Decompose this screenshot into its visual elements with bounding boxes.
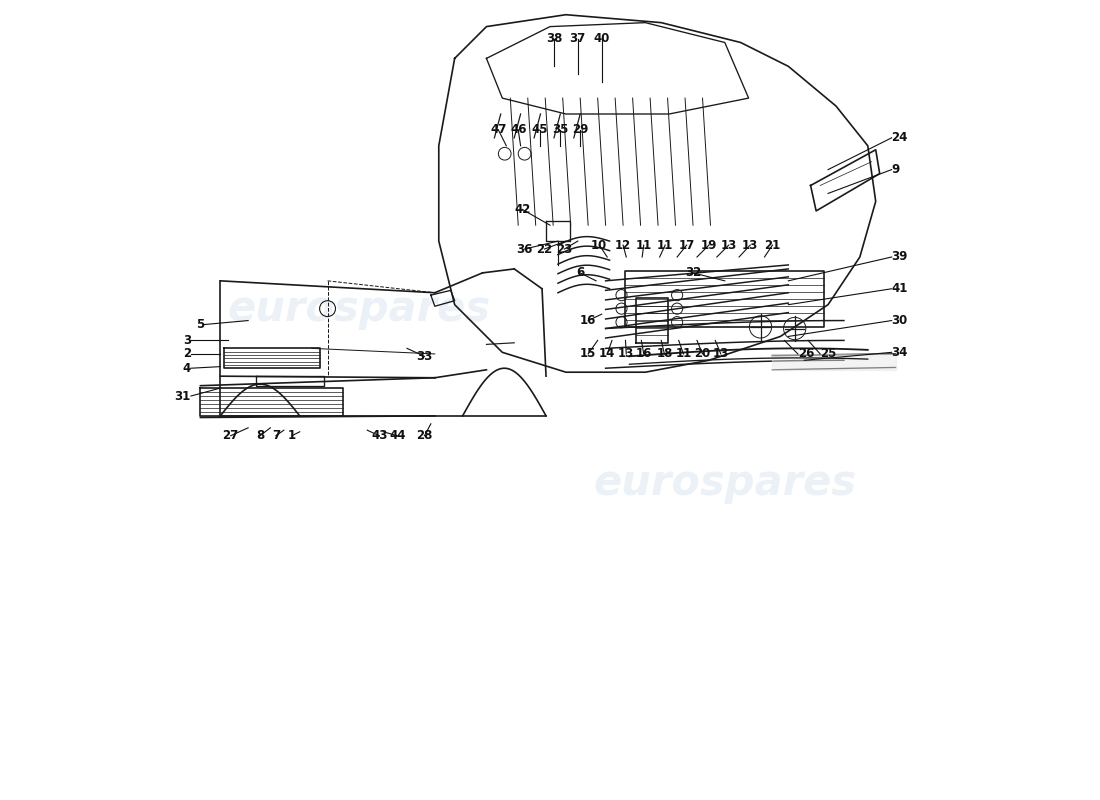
Text: 9: 9 [892, 163, 900, 176]
Text: 4: 4 [183, 362, 191, 374]
Text: 28: 28 [416, 430, 432, 442]
Text: 5: 5 [196, 318, 205, 331]
Text: 47: 47 [491, 123, 506, 136]
Text: 20: 20 [694, 347, 711, 361]
Text: 2: 2 [183, 347, 191, 361]
Text: eurospares: eurospares [593, 462, 856, 505]
Text: 41: 41 [892, 282, 907, 295]
Text: 24: 24 [892, 131, 907, 144]
Text: 40: 40 [594, 32, 609, 45]
Text: 30: 30 [892, 314, 907, 327]
Text: 17: 17 [679, 238, 695, 251]
Text: 18: 18 [657, 347, 672, 361]
Text: 13: 13 [720, 238, 737, 251]
Text: 46: 46 [510, 123, 527, 136]
Text: 32: 32 [685, 266, 701, 279]
Text: 10: 10 [591, 238, 607, 251]
Text: eurospares: eurospares [228, 288, 491, 330]
Text: 15: 15 [580, 347, 596, 361]
Text: 12: 12 [615, 238, 631, 251]
Text: 13: 13 [742, 238, 758, 251]
Text: 35: 35 [552, 123, 569, 136]
Text: 37: 37 [570, 32, 586, 45]
Text: 29: 29 [572, 123, 588, 136]
Text: 11: 11 [657, 238, 673, 251]
Text: 33: 33 [417, 350, 432, 363]
Text: 21: 21 [764, 238, 781, 251]
Text: 36: 36 [516, 242, 532, 255]
Text: 39: 39 [892, 250, 907, 263]
Text: 27: 27 [222, 430, 239, 442]
Text: 38: 38 [546, 32, 562, 45]
Text: 31: 31 [175, 390, 191, 402]
Text: 8: 8 [256, 430, 264, 442]
Text: 3: 3 [183, 334, 191, 347]
Text: 13: 13 [713, 347, 729, 361]
Text: 43: 43 [371, 430, 387, 442]
Text: 44: 44 [389, 430, 406, 442]
Text: 13: 13 [618, 347, 635, 361]
Text: 22: 22 [537, 242, 552, 255]
Text: 16: 16 [580, 314, 596, 327]
Text: 25: 25 [821, 347, 836, 361]
Text: 7: 7 [272, 430, 280, 442]
Text: 42: 42 [514, 203, 530, 216]
Text: 14: 14 [600, 347, 615, 361]
Text: 1: 1 [288, 430, 296, 442]
Text: 19: 19 [701, 238, 717, 251]
Text: 26: 26 [798, 347, 814, 361]
Text: 16: 16 [636, 347, 652, 361]
Text: 45: 45 [531, 123, 548, 136]
Text: 23: 23 [557, 242, 572, 255]
Text: 11: 11 [675, 347, 692, 361]
Text: 34: 34 [892, 346, 907, 359]
Text: 6: 6 [576, 266, 584, 279]
Text: 11: 11 [636, 238, 652, 251]
